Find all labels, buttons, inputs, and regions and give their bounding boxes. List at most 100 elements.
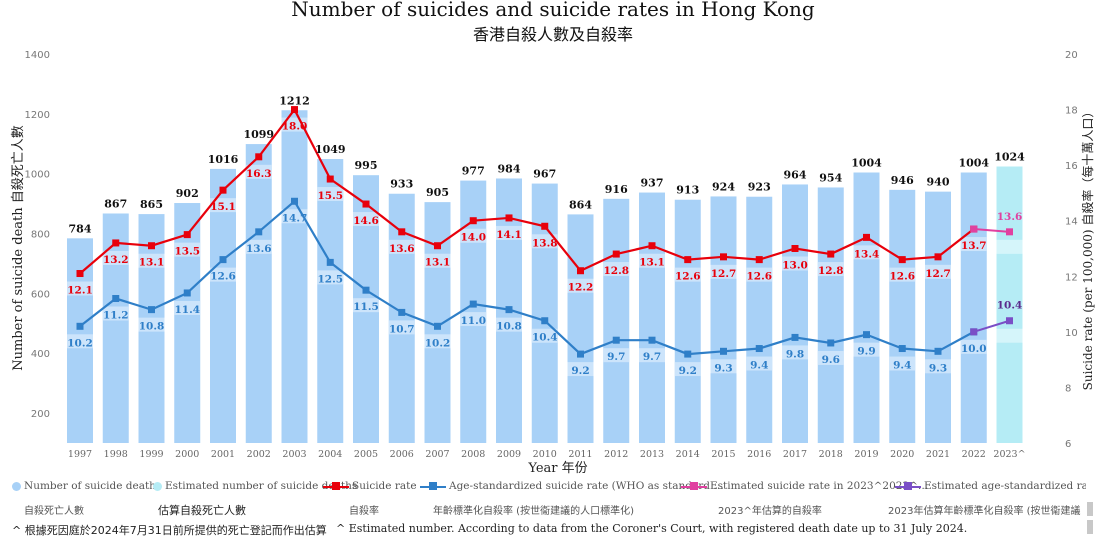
- deaths-bar: [210, 168, 236, 444]
- bar-label-band: [639, 348, 665, 363]
- deaths-value-label: 946: [891, 174, 914, 187]
- age-std-rate-label: 9.2: [679, 365, 697, 377]
- legend-est-suicide-rate-swatch: [681, 481, 707, 491]
- suicide-rate-label: 15.5: [317, 190, 343, 202]
- suicide-rate-point: [362, 200, 370, 208]
- legend-est-suicide-rate[interactable]: Estimated suicide rate in 2023^2023^…: [681, 480, 928, 492]
- suicide-rate-label: 13.1: [139, 257, 165, 269]
- deaths-bar: [853, 172, 880, 443]
- age-std-rate-label: 10.2: [67, 337, 93, 349]
- bar-label-band: [388, 320, 415, 335]
- age-std-rate-point: [255, 228, 263, 236]
- deaths-bar: [281, 110, 308, 444]
- deaths-bar: [782, 184, 808, 444]
- bar-label-band: [424, 253, 451, 268]
- age-std-rate-label: 9.8: [786, 348, 804, 360]
- estimated-deaths-bar: [996, 166, 1023, 443]
- x-tick-label: 1997: [68, 449, 92, 460]
- suicide-rate-point: [76, 270, 84, 278]
- chart-svg: Number of suicides and suicide rates in …: [11, 0, 1095, 476]
- legend-age-std-rate[interactable]: Age-standardized suicide rate (WHO as st…: [420, 480, 724, 492]
- legend-estimated-deaths-label: Estimated number of suicide deaths: [165, 480, 358, 492]
- bar-label-band: [603, 348, 630, 363]
- x-tick-label: 2010: [533, 449, 557, 460]
- x-tick-label: 2023^: [993, 449, 1025, 460]
- legend-age-std-rate-swatch: [420, 481, 446, 491]
- suicide-rate-point: [434, 242, 441, 250]
- suicide-rate-label: 13.8: [532, 237, 558, 249]
- legend-est-age-std-rate[interactable]: Estimated age-standardized rat…: [895, 480, 1086, 492]
- y-left-tick-label: 400: [31, 349, 50, 360]
- deaths-value-label: 867: [104, 197, 127, 210]
- bar-label-band: [853, 245, 880, 260]
- bar-label-band: [210, 198, 236, 213]
- bar-label-band: [603, 262, 630, 277]
- suicide-rate-point: [791, 245, 799, 252]
- suicide-rate-point: [755, 256, 763, 264]
- x-tick-label: 2003: [282, 449, 306, 460]
- x-tick-label: 2021: [926, 449, 950, 460]
- legend-est-suicide-rate-label: Estimated suicide rate in 2023^2023^…: [710, 480, 929, 492]
- est-age-std-rate-point: [1006, 317, 1013, 325]
- x-tick-label: 2016: [747, 449, 771, 460]
- age-std-rate-label: 10.8: [496, 321, 522, 333]
- legend-suicide-rate[interactable]: Suicide rate: [323, 480, 417, 492]
- age-std-rate-label: 10.4: [532, 332, 558, 344]
- age-std-rate-line: [79, 199, 975, 356]
- bar-label-band: [674, 267, 701, 282]
- x-tick-label: 2013: [640, 449, 664, 460]
- y-right-tick-label: 8: [1065, 383, 1071, 394]
- deaths-value-label: 1049: [315, 143, 346, 156]
- x-tick-label: 2000: [175, 449, 199, 460]
- legend: Number of suicide deaths Estimated numbe…: [10, 478, 1086, 496]
- chart-title: Number of suicides and suicide rates in …: [291, 0, 815, 21]
- bar-label-band: [496, 225, 522, 240]
- deaths-value-label: 937: [641, 177, 664, 190]
- age-std-rate-point: [469, 300, 477, 308]
- deaths-bar: [746, 196, 773, 443]
- bar-label-band: [710, 264, 737, 279]
- legend-scrollbar-right[interactable]: [1087, 520, 1093, 534]
- x-tick-label: 2004: [318, 449, 342, 460]
- age-std-rate-point: [541, 317, 549, 325]
- deaths-value-label: 923: [748, 181, 771, 194]
- deaths-value-label: 864: [569, 198, 592, 211]
- bar-label-band: [210, 267, 236, 282]
- est-suicide-rate-line: [973, 228, 1010, 233]
- x-tick-label: 2011: [568, 449, 592, 460]
- suicide-rate-label: 18.0: [282, 121, 308, 133]
- bar-label-band: [674, 362, 701, 377]
- deaths-bar: [317, 159, 344, 443]
- y-left-tick-label: 200: [31, 409, 50, 420]
- age-std-rate-point: [291, 197, 298, 205]
- x-tick-label: 2017: [783, 449, 807, 460]
- age-std-rate-label: 10.7: [389, 323, 415, 335]
- bar-label-band: [996, 328, 1023, 343]
- bar-label-band: [996, 239, 1023, 254]
- suicide-rate-label: 16.3: [246, 168, 272, 180]
- age-std-rate-point: [434, 322, 441, 330]
- age-std-rate-point: [183, 289, 191, 297]
- bar-label-band: [102, 306, 129, 321]
- age-std-rate-label: 9.4: [750, 360, 768, 372]
- age-std-rate-point: [505, 306, 513, 314]
- suicide-rate-label: 13.4: [854, 248, 880, 260]
- legend-deaths[interactable]: Number of suicide deaths: [12, 480, 161, 492]
- suicide-rate-point: [148, 242, 155, 250]
- age-std-rate-label: 10.8: [139, 321, 165, 333]
- age-std-rate-label: 9.4: [893, 360, 911, 372]
- suicide-rate-label: 13.7: [961, 240, 987, 252]
- deaths-bar: [925, 191, 951, 443]
- bar-label-band: [960, 237, 987, 252]
- suicide-rate-line: [79, 107, 975, 275]
- suicide-rate-label: 12.7: [711, 268, 737, 280]
- legend-estimated-deaths[interactable]: Estimated number of suicide deaths: [153, 480, 357, 492]
- bar-label-band: [317, 270, 344, 285]
- deaths-bar: [710, 196, 737, 443]
- age-std-rate-point: [827, 339, 835, 347]
- legend-zh-suicide-rate: 自殺率: [349, 506, 379, 517]
- bar-label-band: [817, 262, 844, 277]
- legend-scrollbar-left[interactable]: [1087, 502, 1093, 516]
- age-std-rate-point: [755, 345, 763, 353]
- age-std-rate-label: 9.3: [714, 362, 732, 374]
